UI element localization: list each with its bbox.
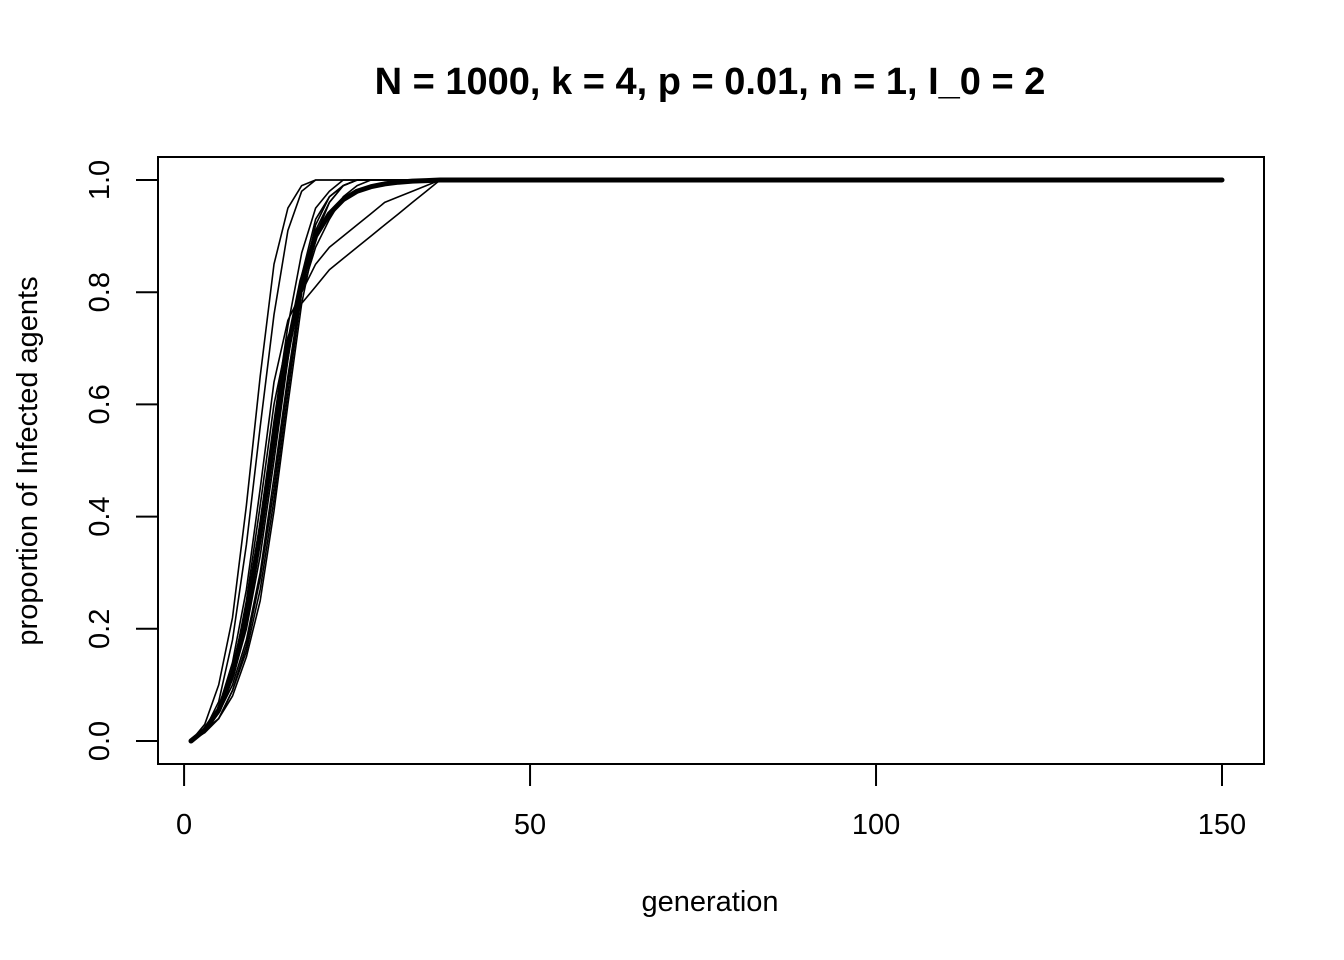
plot-box <box>157 156 1265 765</box>
series-line-run-1 <box>190 179 1223 742</box>
chart-title: N = 1000, k = 4, p = 0.01, n = 1, I_0 = … <box>375 61 1046 103</box>
series-layer <box>188 177 1225 744</box>
series-line-run-10 <box>190 179 1223 742</box>
x-axis-label: generation <box>641 886 778 918</box>
x-tick-label: 150 <box>1198 809 1246 841</box>
x-axis: 0 50 100 150 <box>176 763 1246 841</box>
series-line-run-8 <box>190 179 1223 742</box>
series-line-run-2 <box>190 179 1223 742</box>
y-axis: 0.0 0.2 0.4 0.6 0.8 1.0 <box>84 160 159 761</box>
y-tick-label: 0.4 <box>84 496 116 536</box>
x-tick-label: 50 <box>514 809 546 841</box>
y-axis-label: proportion of Infected agents <box>12 276 44 645</box>
y-tick-label: 0.0 <box>84 721 116 761</box>
series-line-mean <box>188 177 1225 744</box>
y-tick-label: 1.0 <box>84 160 116 200</box>
x-tick-label: 0 <box>176 809 192 841</box>
y-tick-label: 0.6 <box>84 384 116 424</box>
y-tick-label: 0.2 <box>84 609 116 649</box>
series-line-run-4 <box>190 179 1223 742</box>
x-tick-label: 100 <box>852 809 900 841</box>
series-line-run-7 <box>190 179 1223 742</box>
series-line-run-6 <box>190 179 1223 742</box>
y-tick-label: 0.8 <box>84 272 116 312</box>
series-line-run-3 <box>190 179 1223 742</box>
series-line-run-5 <box>190 179 1223 742</box>
series-line-run-9 <box>190 179 1223 742</box>
